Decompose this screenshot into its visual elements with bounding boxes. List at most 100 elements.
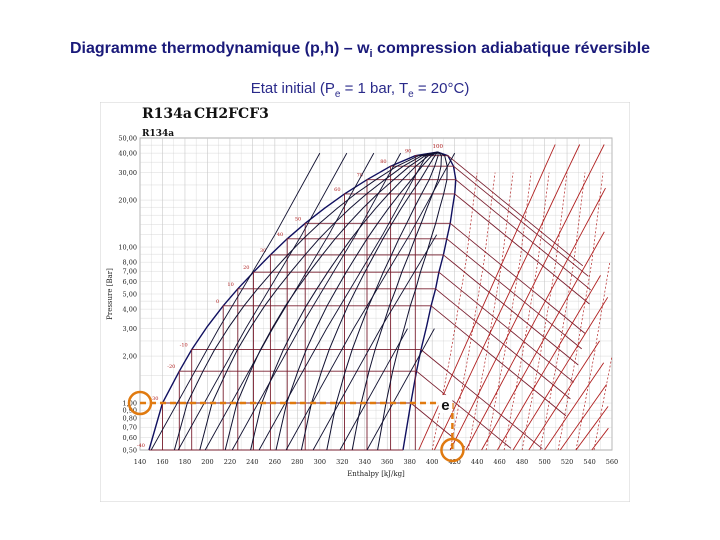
x-tick-label: 160 (156, 458, 168, 466)
isotherm-label: 10 (227, 282, 233, 288)
y-axis-label: Pressure [Bar] (106, 268, 114, 320)
isotherm-line (286, 238, 582, 450)
x-tick-label: 380 (404, 458, 416, 466)
quality-line (275, 151, 439, 451)
isochor-line (177, 152, 348, 451)
isotherm-line (237, 288, 571, 450)
isotherm-label: 70 (357, 173, 363, 179)
isotherm-line (366, 179, 591, 450)
isentrope-line (528, 340, 600, 451)
isotherm-label: 90 (405, 149, 411, 155)
isochor-line (366, 328, 435, 451)
x-tick-label: 220 (224, 458, 236, 466)
isotherm-label: 0 (216, 299, 219, 305)
x-tick-label: 200 (201, 458, 213, 466)
isotherm-line (390, 165, 589, 450)
isochor-line (339, 328, 408, 451)
y-tick-label: 0,50 (123, 447, 137, 455)
quality-line (377, 151, 448, 451)
state-label-bg (438, 395, 453, 414)
x-tick-label: 280 (291, 458, 303, 466)
x-tick-label: 320 (336, 458, 348, 466)
critical-point-label: 100 (433, 144, 444, 150)
isotherm-label: 20 (243, 265, 249, 271)
x-axis-label: Enthalpy [kJ/kg] (347, 470, 405, 478)
state-label: e (441, 397, 449, 414)
x-tick-label: 180 (179, 458, 191, 466)
y-tick-label: 4,00 (123, 306, 137, 314)
ph-diagram: R134a CH2FCF3 R134a -40 -30 -20 -10 0 10 20 30 4… (100, 102, 630, 502)
pressure-highlight-circle (127, 390, 153, 416)
isentrope-line (512, 297, 609, 451)
isentrope-line (465, 187, 606, 451)
x-tick-label: 540 (583, 458, 595, 466)
y-tick-label: 0,90 (123, 407, 137, 415)
y-tick-label: 6,00 (123, 278, 137, 286)
y-tick-label: 0,70 (123, 424, 137, 432)
x-tick-label: 400 (426, 458, 438, 466)
x-tick-label: 480 (516, 458, 528, 466)
x-tick-label: 360 (381, 458, 393, 466)
chart-subtitle: CH2FCF3 (194, 106, 269, 122)
x-tick-label: 560 (606, 458, 618, 466)
isentrope-line (481, 231, 605, 451)
x-tick-label: 340 (359, 458, 371, 466)
x-tick-label: 240 (246, 458, 258, 466)
isochor-line (285, 152, 456, 451)
isentrope-line (591, 427, 609, 451)
isotherm-label: 30 (260, 248, 266, 254)
x-tick-label: 460 (493, 458, 505, 466)
isotherm-label: -10 (180, 343, 188, 349)
isotherm-label: -40 (137, 443, 145, 449)
quality-line (250, 151, 438, 451)
isotherm-line (344, 193, 590, 450)
isotherm-label: 80 (380, 159, 386, 165)
x-tick-label: 500 (538, 458, 550, 466)
y-tick-label: 8,00 (123, 259, 137, 267)
x-tick-label: 300 (314, 458, 326, 466)
isentrope-line (497, 275, 601, 451)
x-tick-label: 140 (134, 458, 146, 466)
isentrope-line (575, 406, 609, 451)
quality-line (199, 151, 438, 451)
isochor-line (150, 152, 321, 451)
y-tick-label: 0,60 (123, 434, 137, 442)
isochor-line (231, 152, 402, 451)
quality-line (326, 152, 439, 451)
y-tick-label: 20,00 (118, 197, 137, 205)
isochor-line (258, 152, 429, 451)
y-tick-label: 7,00 (123, 268, 137, 276)
isochor-line (204, 152, 375, 451)
y-tick-label: 30,00 (118, 169, 137, 177)
isotherm-label: 50 (295, 216, 301, 222)
initial-state-marker: e (127, 390, 465, 463)
quality-line (173, 151, 438, 451)
isentrope-line (449, 144, 605, 451)
isentrope-line (433, 144, 581, 451)
isotherm-line (191, 349, 543, 450)
isochor-line (312, 234, 438, 451)
y-tick-label: 5,00 (123, 291, 137, 299)
x-tick-label: 520 (561, 458, 573, 466)
y-tick-label: 0,80 (123, 415, 137, 423)
isotherm-label: 60 (334, 187, 340, 193)
y-tick-label: 50,00 (118, 135, 137, 143)
isotherm-line (304, 222, 586, 450)
y-tick-label: 10,00 (118, 244, 137, 252)
curve-layer: -40 -30 -20 -10 0 10 20 30 40 50 60 70 80 90 100 (137, 144, 613, 451)
slide-title: Diagramme thermodynamique (p,h) – wi com… (69, 40, 651, 61)
x-tick-label: 260 (269, 458, 281, 466)
y-tick-label: 2,00 (123, 353, 137, 361)
isentrope-line (559, 384, 607, 451)
slide-subtitle: Etat initial (Pe = 1 bar, Te = 20°C) (250, 80, 470, 100)
y-tick-label: 40,00 (118, 150, 137, 158)
isotherm-line (222, 305, 567, 450)
isotherm-line (414, 155, 584, 450)
isotherm-label: -20 (167, 364, 175, 370)
chart-inner-title: R134a (142, 129, 174, 139)
isotherm-line (269, 254, 579, 450)
chart-title: R134a (142, 106, 192, 122)
quality-line (351, 151, 442, 451)
isotherm-label: 40 (277, 232, 283, 238)
y-tick-label: 3,00 (123, 325, 137, 333)
